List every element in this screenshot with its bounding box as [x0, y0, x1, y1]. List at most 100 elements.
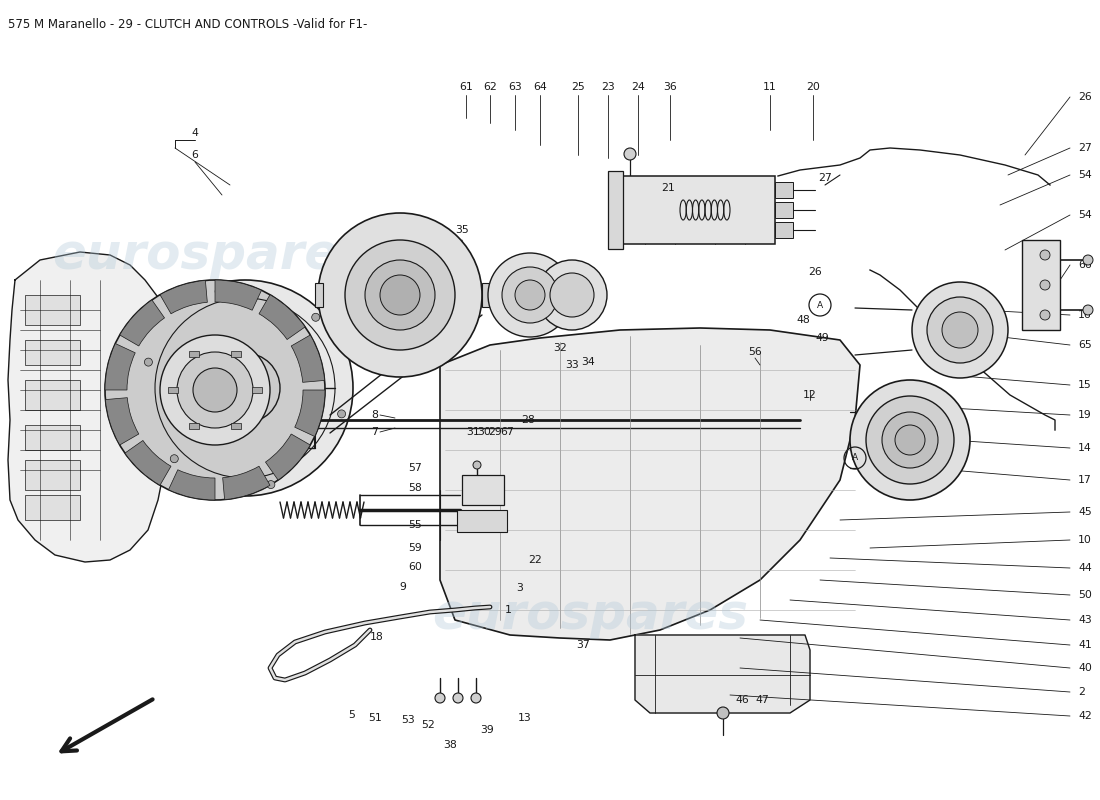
- Text: 43: 43: [1078, 615, 1091, 625]
- Circle shape: [365, 260, 435, 330]
- Text: 44: 44: [1078, 563, 1091, 573]
- Text: 42: 42: [1078, 711, 1091, 721]
- Text: 24: 24: [631, 82, 645, 92]
- Text: 37: 37: [576, 640, 590, 650]
- Text: 6: 6: [191, 150, 198, 160]
- Text: 60: 60: [408, 562, 422, 572]
- Text: 27: 27: [818, 173, 832, 183]
- Circle shape: [488, 253, 572, 337]
- Wedge shape: [214, 280, 262, 310]
- Text: 8: 8: [371, 410, 378, 420]
- Text: 58: 58: [408, 483, 422, 493]
- Text: 10: 10: [1078, 535, 1092, 545]
- Text: 19: 19: [1078, 410, 1091, 420]
- FancyBboxPatch shape: [620, 176, 776, 244]
- Circle shape: [502, 267, 558, 323]
- Text: 45: 45: [1078, 507, 1091, 517]
- Text: A: A: [817, 301, 823, 310]
- Text: 62: 62: [483, 82, 497, 92]
- Circle shape: [170, 454, 178, 462]
- Text: 575 M Maranello - 29 - CLUTCH AND CONTROLS -Valid for F1-: 575 M Maranello - 29 - CLUTCH AND CONTRO…: [8, 18, 367, 31]
- Polygon shape: [8, 252, 165, 562]
- Wedge shape: [258, 294, 305, 339]
- Text: 5: 5: [349, 710, 355, 720]
- Text: 64: 64: [534, 82, 547, 92]
- FancyBboxPatch shape: [25, 295, 80, 325]
- Text: 47: 47: [755, 695, 769, 705]
- Wedge shape: [292, 335, 324, 382]
- Wedge shape: [160, 281, 207, 314]
- Text: 25: 25: [571, 82, 585, 92]
- Circle shape: [1040, 310, 1050, 320]
- Text: 65: 65: [1078, 340, 1091, 350]
- Text: 1: 1: [505, 605, 512, 615]
- Text: 32: 32: [553, 343, 566, 353]
- Text: 15: 15: [1078, 380, 1091, 390]
- FancyBboxPatch shape: [25, 495, 80, 520]
- Text: 38: 38: [443, 740, 456, 750]
- Text: 53: 53: [402, 715, 415, 725]
- Text: 61: 61: [459, 82, 473, 92]
- Circle shape: [144, 358, 153, 366]
- Circle shape: [942, 312, 978, 348]
- Circle shape: [1040, 250, 1050, 260]
- Circle shape: [379, 275, 420, 315]
- Circle shape: [537, 260, 607, 330]
- Text: 31: 31: [466, 427, 480, 437]
- Text: 57: 57: [408, 463, 422, 473]
- Text: 34: 34: [581, 357, 595, 367]
- Circle shape: [216, 287, 223, 295]
- Circle shape: [473, 461, 481, 469]
- Text: 17: 17: [1078, 475, 1091, 485]
- Text: eurospares: eurospares: [52, 231, 368, 279]
- FancyBboxPatch shape: [25, 340, 80, 365]
- Text: 27: 27: [1078, 143, 1091, 153]
- Text: eurospares: eurospares: [432, 591, 748, 639]
- Circle shape: [160, 335, 270, 445]
- FancyBboxPatch shape: [231, 423, 241, 430]
- Text: 14: 14: [1078, 443, 1091, 453]
- Circle shape: [1084, 305, 1093, 315]
- Text: 63: 63: [508, 82, 521, 92]
- Text: 35: 35: [455, 225, 469, 235]
- Circle shape: [850, 380, 970, 500]
- Circle shape: [882, 412, 938, 468]
- Wedge shape: [104, 343, 135, 390]
- Polygon shape: [635, 635, 810, 713]
- Circle shape: [453, 693, 463, 703]
- FancyBboxPatch shape: [189, 423, 199, 430]
- Text: 4: 4: [191, 128, 198, 138]
- Circle shape: [866, 396, 954, 484]
- Circle shape: [1040, 280, 1050, 290]
- FancyBboxPatch shape: [168, 387, 178, 393]
- Text: 26: 26: [808, 267, 822, 277]
- FancyBboxPatch shape: [776, 182, 793, 198]
- Text: 11: 11: [763, 82, 777, 92]
- Wedge shape: [168, 470, 214, 500]
- Circle shape: [345, 240, 455, 350]
- Circle shape: [434, 693, 446, 703]
- Wedge shape: [265, 434, 310, 480]
- FancyBboxPatch shape: [189, 350, 199, 357]
- Circle shape: [515, 280, 544, 310]
- Circle shape: [338, 410, 345, 418]
- Text: 30: 30: [477, 427, 491, 437]
- FancyBboxPatch shape: [25, 425, 80, 450]
- Text: 46: 46: [735, 695, 749, 705]
- Text: 20: 20: [806, 82, 820, 92]
- Text: 18: 18: [370, 632, 384, 642]
- Text: 54: 54: [1078, 170, 1091, 180]
- FancyBboxPatch shape: [25, 460, 80, 490]
- Circle shape: [624, 148, 636, 160]
- Text: 7: 7: [371, 427, 378, 437]
- Text: 40: 40: [1078, 663, 1092, 673]
- Circle shape: [138, 280, 353, 496]
- Text: 2: 2: [1078, 687, 1085, 697]
- Circle shape: [550, 273, 594, 317]
- Text: 52: 52: [421, 720, 434, 730]
- FancyBboxPatch shape: [1022, 240, 1060, 330]
- Text: 29: 29: [488, 427, 502, 437]
- Circle shape: [311, 314, 320, 322]
- Text: 13: 13: [518, 713, 532, 723]
- FancyBboxPatch shape: [25, 380, 80, 410]
